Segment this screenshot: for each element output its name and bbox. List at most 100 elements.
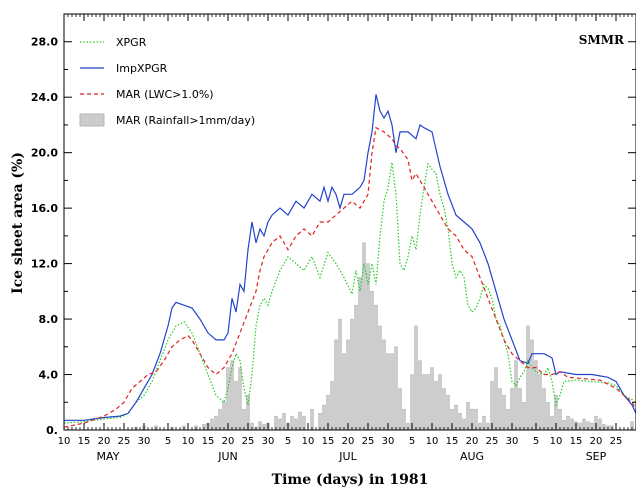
rainfall-bar (386, 353, 390, 431)
rainfall-bar (514, 360, 518, 431)
rainfall-bar (538, 374, 542, 431)
legend-label: XPGR (116, 36, 147, 49)
x-tick-label: 30 (262, 436, 275, 447)
rainfall-bar (330, 381, 334, 431)
dataset-label: SMMR (579, 33, 625, 47)
month-label: JUL (338, 450, 357, 463)
rainfall-bar (454, 404, 458, 431)
rainfall-bar (414, 325, 418, 431)
x-tick-label: 5 (533, 436, 539, 447)
plot-frame (63, 13, 636, 431)
x-tick-label: 20 (222, 436, 235, 447)
rainfall-bar (398, 388, 402, 431)
x-tick-label: 30 (138, 436, 151, 447)
rainfall-bar (354, 304, 358, 431)
y-tick-label: 4.0 (39, 369, 59, 382)
rainfall-bar (438, 374, 442, 431)
x-tick-label: 20 (590, 436, 603, 447)
series-line-impxpgr (64, 94, 636, 421)
series-line-xpgr (63, 162, 636, 424)
x-tick-label: 25 (610, 436, 623, 447)
rainfall-bar (338, 318, 342, 431)
rainfall-bar (490, 381, 494, 431)
rainfall-bar (546, 402, 550, 431)
rainfall-bar (370, 291, 374, 431)
series-line-mar-lwc (63, 126, 636, 428)
rainfall-bar (434, 381, 438, 431)
x-tick-label: 10 (302, 436, 315, 447)
y-tick-label: 8.0 (39, 313, 59, 326)
rainfall-bar (410, 374, 414, 431)
month-label: JUN (217, 450, 238, 463)
x-axis-title: Time (days) in 1981 (272, 472, 429, 488)
x-tick-label: 25 (118, 436, 131, 447)
x-tick-label: 25 (242, 436, 255, 447)
rainfall-bar (390, 353, 394, 431)
rainfall-bar (226, 367, 230, 431)
rainfall-bar (218, 408, 222, 431)
x-tick-label: 5 (165, 436, 171, 447)
x-tick-label: 15 (570, 436, 583, 447)
x-tick-label: 10 (58, 436, 71, 447)
legend: XPGR ImpXPGR MAR (LWC>1.0%) MAR (Rainfall>1… (79, 36, 255, 127)
rainfall-bar (542, 388, 546, 431)
rainfall-bar (334, 339, 338, 431)
rainfall-bar (502, 395, 506, 431)
x-tick-label: 20 (98, 436, 111, 447)
rainfall-bar (558, 408, 562, 431)
x-tick-label: 20 (466, 436, 479, 447)
rainfall-bar (442, 388, 446, 431)
rainfall-bar (378, 325, 382, 431)
rainfall-bar (374, 304, 378, 431)
rainfall-bar (242, 408, 246, 431)
legend-label: ImpXPGR (116, 62, 168, 75)
legend-label: MAR (Rainfall>1mm/day) (116, 114, 255, 127)
rainfall-bar (466, 402, 470, 431)
month-label: SEP (586, 450, 607, 463)
rainfall-bar (526, 325, 530, 431)
x-tick-label: 15 (202, 436, 215, 447)
legend-swatch (79, 113, 105, 127)
y-tick-label: 0. (46, 424, 58, 437)
rainfall-bar (394, 346, 398, 431)
axes-layer: 0.4.08.012.016.020.024.028.010 15 20 25 30 5 1… (31, 13, 636, 463)
x-tick-label: 15 (322, 436, 335, 447)
y-axis-title: Ice sheet area (%) (10, 152, 26, 294)
rainfall-bar (518, 388, 522, 431)
y-tick-label: 20.0 (31, 147, 58, 160)
x-tick-label: 30 (506, 436, 519, 447)
series-lines-layer (63, 94, 636, 428)
legend-label: MAR (LWC>1.0%) (116, 88, 214, 101)
x-tick-label: 20 (342, 436, 355, 447)
y-tick-label: 16.0 (31, 202, 58, 215)
rainfall-bar (342, 353, 346, 431)
x-tick-label: 10 (182, 436, 195, 447)
rainfall-bar (222, 402, 226, 431)
x-tick-label: 30 (382, 436, 395, 447)
x-tick-label: 5 (285, 436, 291, 447)
y-tick-label: 12.0 (31, 258, 58, 271)
rainfall-bar (234, 381, 238, 431)
rainfall-bar (238, 367, 242, 431)
rainfall-bar (322, 404, 326, 431)
rainfall-bar (422, 374, 426, 431)
rainfall-bar (350, 318, 354, 431)
rainfall-bar (474, 408, 478, 431)
rainfall-bar (382, 339, 386, 431)
rainfall-bar (494, 367, 498, 431)
rainfall-bar (310, 408, 314, 431)
month-label: MAY (97, 450, 120, 463)
rainfall-bar (446, 395, 450, 431)
month-label: AUG (460, 450, 484, 463)
x-tick-label: 15 (446, 436, 459, 447)
y-tick-label: 24.0 (31, 91, 58, 104)
x-tick-label: 15 (78, 436, 91, 447)
rainfall-bar (346, 339, 350, 431)
x-tick-label: 10 (426, 436, 439, 447)
rainfall-bar (358, 277, 362, 431)
x-tick-label: 25 (486, 436, 499, 447)
rainfall-bar (402, 408, 406, 431)
